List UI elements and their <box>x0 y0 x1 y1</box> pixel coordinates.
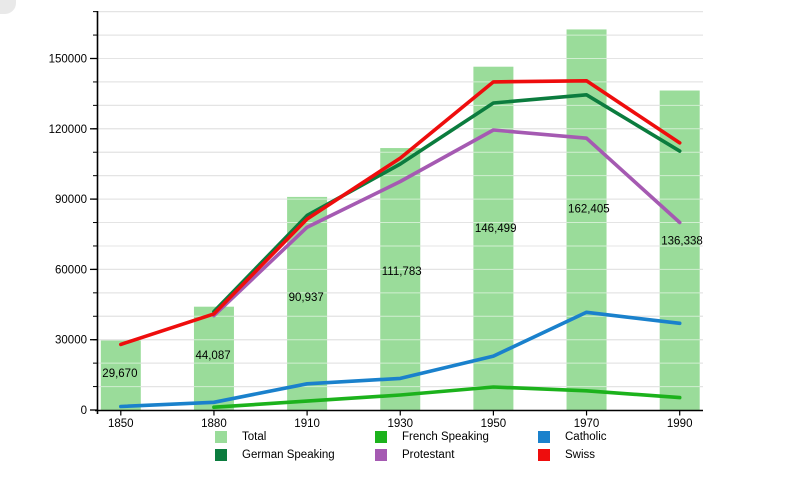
legend-item-total: Total <box>215 431 375 443</box>
y-tick-label-90000: 90000 <box>55 194 87 206</box>
legend-item-german-speaking: German Speaking <box>215 449 375 461</box>
series-line-german-speaking <box>212 93 682 314</box>
x-tick-label-1930: 1930 <box>387 418 413 430</box>
legend-label-protestant: Protestant <box>402 449 455 461</box>
y-tick-label-150000: 150000 <box>49 54 87 66</box>
legend-label-french-speaking: French Speaking <box>402 431 489 443</box>
bar-total-1850 <box>100 340 141 410</box>
legend-label-swiss: Swiss <box>565 449 596 461</box>
y-tick-label-30000: 30000 <box>55 335 87 347</box>
bar-label-1930: 111,783 <box>382 266 422 278</box>
series-line-swiss <box>119 79 682 347</box>
legend-item-protestant: Protestant <box>375 449 538 461</box>
y-tick-label-60000: 60000 <box>55 264 87 276</box>
legend-label-german-speaking: German Speaking <box>242 449 335 461</box>
x-tick-label-1850: 1850 <box>108 418 134 430</box>
legend-swatch-protestant <box>375 449 387 461</box>
legend-swatch-swiss <box>538 449 550 461</box>
legend-swatch-french-speaking <box>375 431 387 443</box>
y-tick-label-0: 0 <box>81 405 87 417</box>
bar-total-1880 <box>193 306 234 410</box>
legend-item-swiss: Swiss <box>538 449 688 461</box>
bar-total-1970 <box>566 29 607 411</box>
chart-canvas: 29,670 44,087 90,937 111,783 146,499 162,405 1… <box>49 11 703 430</box>
legend-item-french-speaking: French Speaking <box>375 431 538 443</box>
bar-label-1850: 29,670 <box>102 368 137 380</box>
y-tick-label-120000: 120000 <box>49 124 87 136</box>
legend-swatch-total <box>215 431 227 443</box>
series-line-french-speaking <box>212 385 682 410</box>
x-tick-label-1910: 1910 <box>294 418 320 430</box>
bar-total-1930 <box>380 148 421 410</box>
legend-swatch-catholic <box>538 431 550 443</box>
bar-label-1970: 162,405 <box>568 203 610 215</box>
bar-total-1990 <box>659 90 700 410</box>
corner-artifact <box>0 0 16 14</box>
bar-label-1910: 90,937 <box>289 292 324 304</box>
legend-swatch-german-speaking <box>215 449 227 461</box>
legend-label-total: Total <box>242 431 267 443</box>
bar-total-1950 <box>473 66 514 410</box>
series-line-protestant <box>212 128 682 318</box>
x-tick-label-1990: 1990 <box>667 418 693 430</box>
bar-label-1880: 44,087 <box>195 350 230 362</box>
series-line-catholic <box>119 310 682 409</box>
legend-label-catholic: Catholic <box>565 431 607 443</box>
bar-label-1990: 136,338 <box>661 236 703 248</box>
x-tick-label-1970: 1970 <box>574 418 600 430</box>
x-tick-label-1950: 1950 <box>481 418 507 430</box>
chart-legend: Total German Speaking French Speaking Pr… <box>215 431 688 461</box>
bar-label-1950: 146,499 <box>475 223 517 235</box>
x-tick-label-1880: 1880 <box>201 418 227 430</box>
legend-item-catholic: Catholic <box>538 431 688 443</box>
